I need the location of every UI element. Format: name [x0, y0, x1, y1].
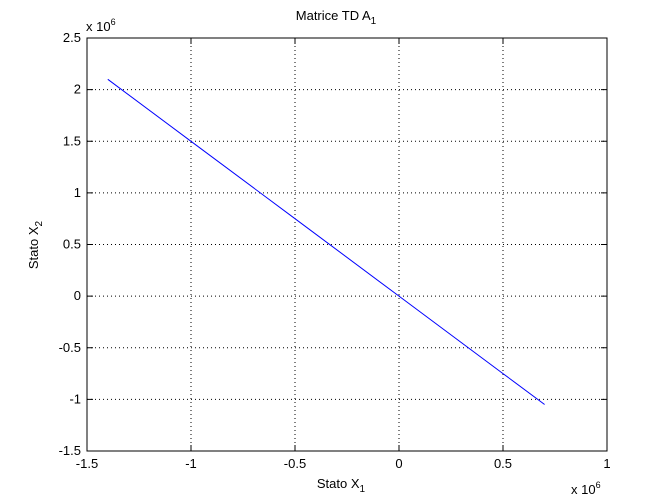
y-tick-label: 1	[74, 185, 81, 200]
y-tick-label: -0.5	[59, 340, 81, 355]
y-tick-label: 2	[74, 82, 81, 97]
y-tick-label: 0	[74, 288, 81, 303]
y-tick-label: -1.5	[59, 443, 81, 458]
x-tick-label: -1	[185, 456, 197, 471]
x-tick-label: 0.5	[494, 456, 512, 471]
x-tick-label: 1	[603, 456, 610, 471]
chart-title: Matrice TD A1	[296, 8, 377, 27]
x-tick-label: 0	[395, 456, 402, 471]
y-tick-label: 0.5	[63, 237, 81, 252]
x-tick-label: -0.5	[284, 456, 306, 471]
y-tick-label: 2.5	[63, 30, 81, 45]
plot-area: -1.5 -1 -0.5 0 0.5 1 -1.5 -1 -0.5 0 0.5 1 1.5 2 2.5	[59, 30, 611, 471]
y-tick-label: -1	[69, 391, 81, 406]
series-line	[107, 78, 545, 405]
y-axis-label: Stato X2	[26, 220, 45, 269]
y-axis-exponent: x 106	[86, 17, 116, 34]
y-tick-label: 1.5	[63, 133, 81, 148]
x-tick-label: -1.5	[76, 456, 98, 471]
x-axis-exponent: x 106	[571, 480, 601, 497]
x-axis-label: Stato X1	[317, 476, 366, 495]
